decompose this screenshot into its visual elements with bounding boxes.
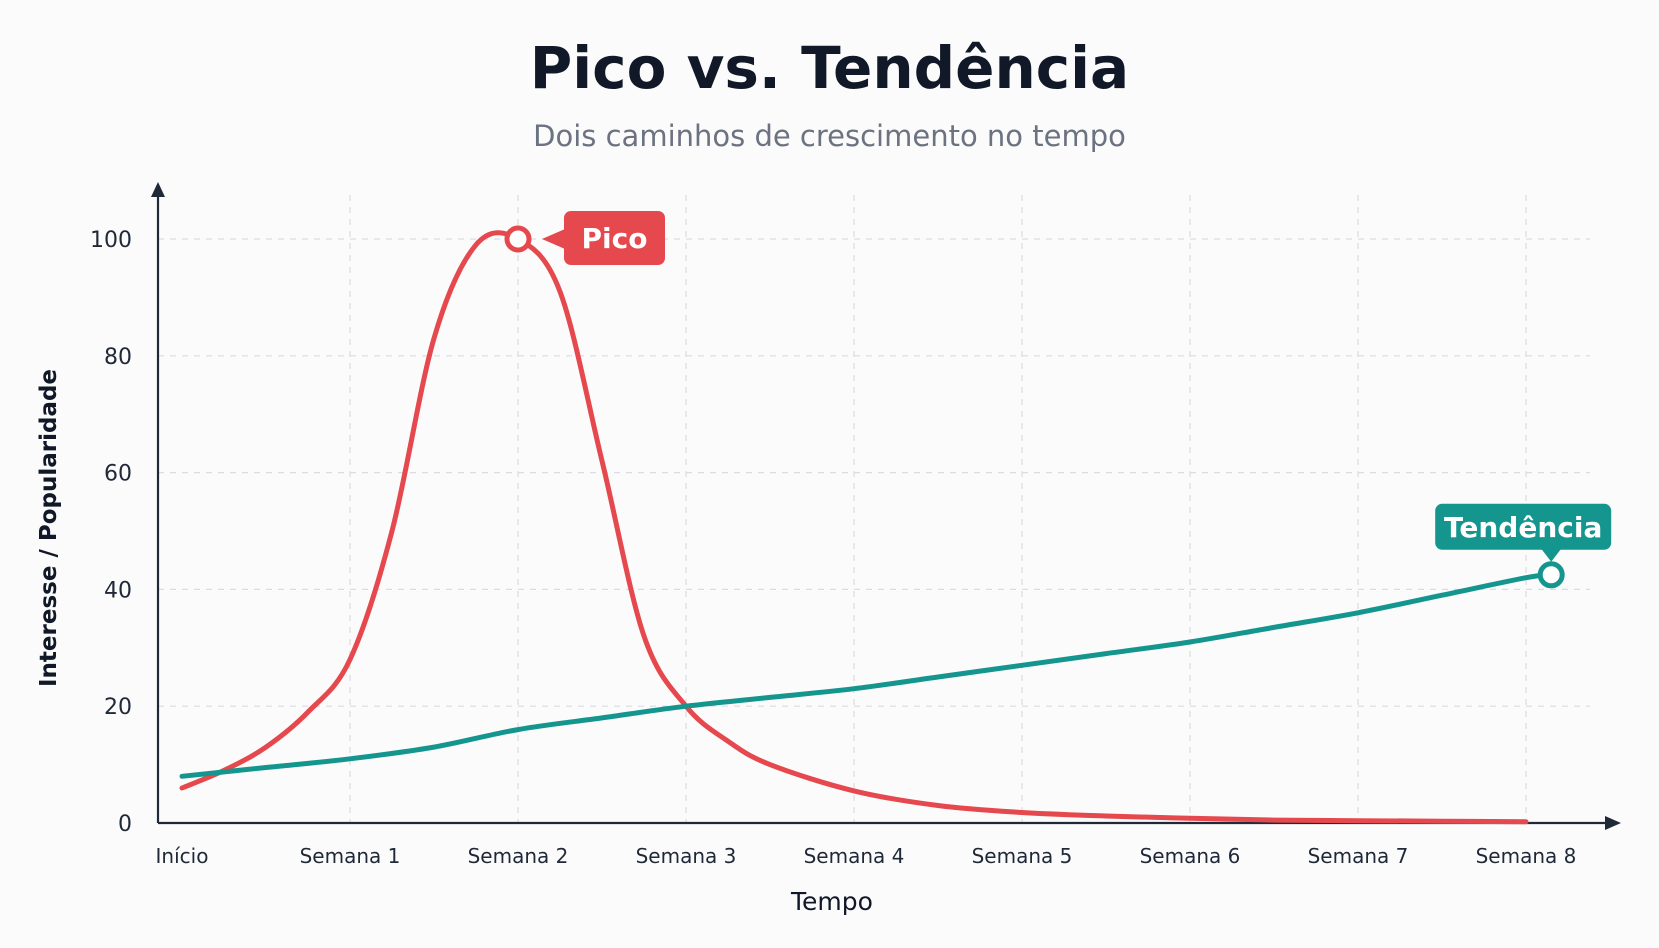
tick-labels: 0 20 40 60 80 100 Início Semana 1 Semana 2 Semana… [90,228,1576,868]
callout-label-2: Tendência [1444,511,1602,544]
series-marker-2 [1537,561,1565,589]
callout-label-1: Pico [582,222,648,255]
x-tick-label: Semana 6 [1140,844,1241,868]
callout-box-2 [1435,503,1612,550]
y-tick-label: 80 [104,345,132,370]
series-line-2 [179,572,1554,779]
callouts: Pico Tendência [504,211,1612,589]
y-axis-label: Interesse / Popularidade [36,369,62,687]
y-tick-label: 0 [118,812,132,837]
y-tick-label: 100 [90,228,132,253]
x-tick-label: Semana 5 [972,844,1073,868]
x-axis-arrow [1605,816,1621,830]
x-tick-label: Semana 4 [804,844,905,868]
callout-pointer-2 [1541,548,1562,562]
y-tick-label: 60 [104,462,132,487]
y-tick-label: 40 [104,578,132,603]
series-line-1 [179,230,1529,825]
x-tick-label: Semana 2 [468,844,569,868]
chart-subtitle: Dois caminhos de crescimento no tempo [533,119,1126,153]
x-axis-label: Tempo [790,887,873,916]
chart-title: Pico vs. Tendência [530,34,1129,102]
x-tick-label: Início [156,844,209,868]
callout-pointer-1 [542,229,565,249]
series-marker-1 [504,225,532,253]
y-axis-arrow [151,182,165,197]
x-tick-label: Semana 7 [1308,844,1409,868]
x-tick-label: Semana 3 [636,844,737,868]
x-tick-label: Semana 8 [1476,844,1577,868]
x-tick-label: Semana 1 [300,844,401,868]
y-tick-label: 20 [104,695,132,720]
callout-box-1 [564,211,665,265]
axes [151,182,1621,830]
grid [158,195,1590,823]
series-lines [179,230,1554,825]
